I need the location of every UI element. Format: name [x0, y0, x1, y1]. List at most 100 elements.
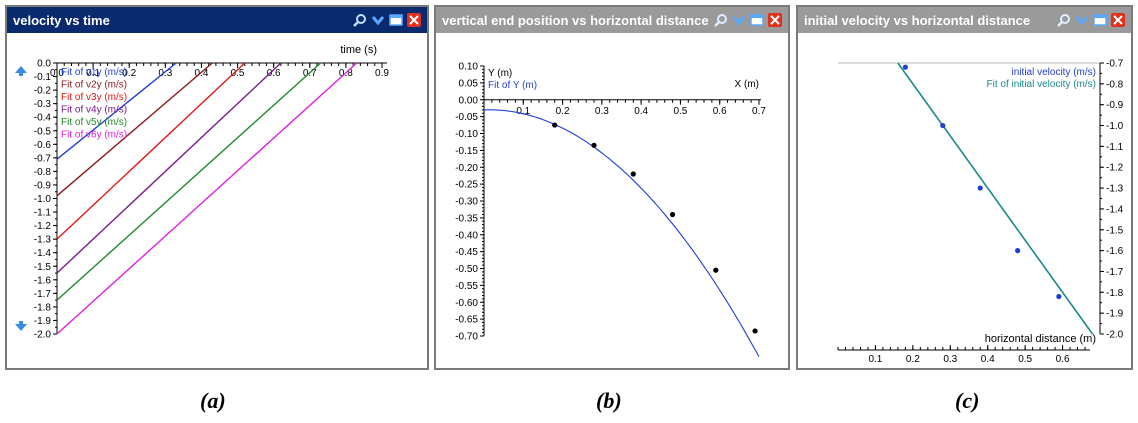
x-tick-label: 0.6: [713, 106, 727, 117]
y-tick-label: -0.30: [455, 197, 478, 208]
x-tick-label: 0.3: [158, 68, 172, 79]
initial-velocity-chart[interactable]: -0.7 -0.8 -0.9 -1.0 -1.1 -1.2 -1.3 -1.4 -1.5 -1.6…: [798, 33, 1131, 368]
legend-entry: Fit of v3y (m/s): [61, 92, 127, 103]
panel-c-titlebar[interactable]: initial velocity vs horizontal distance: [798, 7, 1131, 33]
scroll-down-arrow-icon: [15, 324, 27, 331]
series-line-v3: [56, 62, 246, 240]
x-tick-label: 0.5: [673, 106, 687, 117]
y-tick-label: -0.7: [1106, 59, 1124, 70]
x-tick-label: 0.9: [375, 68, 389, 79]
y-tick-label: -0.70: [455, 332, 478, 343]
x-tick-label: 0.4: [194, 68, 208, 79]
scroll-up-arrow-stem: [19, 72, 23, 76]
magnifier-icon[interactable]: [714, 13, 728, 27]
y-tick-label: -0.55: [455, 281, 478, 292]
x-tick-label: 0.1: [86, 68, 100, 79]
legend-entry: Fit of v4y (m/s): [61, 105, 127, 116]
data-point: [1056, 293, 1062, 300]
window-icon[interactable]: [389, 13, 403, 27]
y-tick-label: -0.3: [34, 99, 52, 110]
window-icon[interactable]: [750, 13, 764, 27]
panel-vertical-position: vertical end position vs horizontal dist…: [434, 5, 790, 370]
x-tick-label: 0.7: [752, 106, 766, 117]
y-tick-label: -0.65: [455, 315, 478, 326]
y-tick-label: -0.6: [34, 140, 52, 151]
legend-entry: Fit of v2y (m/s): [61, 80, 127, 91]
series-line-v2: [56, 62, 213, 197]
velocity-time-chart[interactable]: 0.0-0.1-0.2-0.3-0.4-0.5-0.6-0.7-0.8-0.9-…: [7, 33, 427, 368]
data-point: [713, 267, 719, 273]
panel-b-title: vertical end position vs horizontal dist…: [442, 12, 709, 28]
chevron-down-icon[interactable]: [1075, 13, 1089, 27]
y-tick-label: -0.1: [34, 72, 52, 83]
series-line-v4: [56, 62, 282, 274]
series-line-v1: [56, 62, 177, 160]
panel-velocity-time: velocity vs time 0.0 -0.1 -0.2 -0.3 -0.4 -0.5…: [5, 5, 429, 370]
y-tick-label: -1.6: [34, 275, 52, 286]
y-tick-label: 0.0: [37, 59, 51, 70]
y-tick-label: -1.4: [1106, 204, 1124, 215]
y-tick-label: -0.4: [34, 113, 52, 124]
y-tick-label: -1.1: [34, 208, 52, 219]
x-axis-title: X (m): [735, 79, 759, 90]
y-tick-label: -1.2: [34, 221, 52, 232]
x-tick-label: 0.4: [634, 106, 648, 117]
fit-line: [897, 62, 1094, 335]
magnifier-icon[interactable]: [1057, 13, 1071, 27]
fit-curve: [483, 109, 760, 358]
y-tick-label: -0.10: [455, 129, 478, 140]
x-tick-label: 0.3: [595, 106, 609, 117]
y-tick-label: 0.10: [459, 62, 479, 73]
legend-entry: Fit of v6y (m/s): [61, 130, 127, 141]
scroll-up-arrow-icon: [15, 66, 27, 73]
panel-a-titlebar[interactable]: velocity vs time: [7, 7, 427, 33]
x-tick-label: 0.2: [906, 354, 920, 365]
close-icon[interactable]: [768, 13, 782, 27]
caption-a: (a): [200, 388, 226, 413]
chevron-down-icon[interactable]: [371, 13, 385, 27]
legend-entry-y: Y (m): [488, 68, 512, 79]
legend-entry-fit: Fit of Y (m): [488, 80, 537, 91]
magnifier-icon[interactable]: [353, 13, 367, 27]
y-tick-label: -1.0: [34, 194, 52, 205]
y-tick-label: -2.0: [34, 330, 52, 341]
panel-c-title: initial velocity vs horizontal distance: [804, 12, 1031, 28]
y-tick-label: -1.5: [34, 262, 52, 273]
data-point: [977, 185, 983, 191]
series-line-v5: [56, 62, 322, 301]
x-tick-label: 0.2: [122, 68, 136, 79]
x-tick-label: 0.5: [231, 68, 245, 79]
x-tick-label: 0.0: [50, 68, 64, 79]
y-tick-label: -0.50: [455, 264, 478, 275]
close-icon[interactable]: [1111, 13, 1125, 27]
position-distance-chart[interactable]: 0.10 0.05 0.00 -0.05 -0.10 -0.15 -0.20 -0.25 -0.…: [436, 33, 788, 368]
y-tick-label: -0.15: [455, 146, 478, 157]
y-tick-label: -1.4: [34, 248, 52, 259]
window-icon[interactable]: [1093, 13, 1107, 27]
y-tick-label: -0.9: [34, 180, 52, 191]
data-point: [669, 211, 676, 218]
y-tick-label: -1.9: [34, 316, 52, 327]
data-point: [591, 142, 597, 148]
y-tick-label: -1.6: [1106, 246, 1124, 257]
caption-c: (c): [955, 388, 980, 413]
panel-a-title: velocity vs time: [13, 12, 110, 28]
y-tick-label: -0.35: [455, 213, 478, 224]
legend-entry: Fit of v5y (m/s): [61, 117, 127, 128]
y-tick-label: -1.7: [1106, 267, 1124, 278]
y-tick-label: -0.8: [1106, 79, 1124, 90]
x-tick-label: 0.3: [943, 354, 957, 365]
y-tick-label: -2.0: [1106, 330, 1124, 341]
y-tick-label: -0.2: [34, 86, 52, 97]
x-tick-label: 0.7: [303, 68, 317, 79]
panel-b-titlebar[interactable]: vertical end position vs horizontal dist…: [436, 7, 788, 33]
y-tick-label: -0.7: [34, 153, 52, 164]
data-point: [1015, 248, 1021, 254]
y-tick-label: -1.2: [1106, 163, 1124, 174]
y-tick-label: -0.25: [455, 180, 478, 191]
x-tick-label: 0.6: [1056, 354, 1070, 365]
close-icon[interactable]: [407, 13, 421, 27]
chevron-down-icon[interactable]: [732, 13, 746, 27]
y-tick-label: -1.1: [1106, 142, 1124, 153]
y-tick-label: -0.5: [34, 126, 52, 137]
